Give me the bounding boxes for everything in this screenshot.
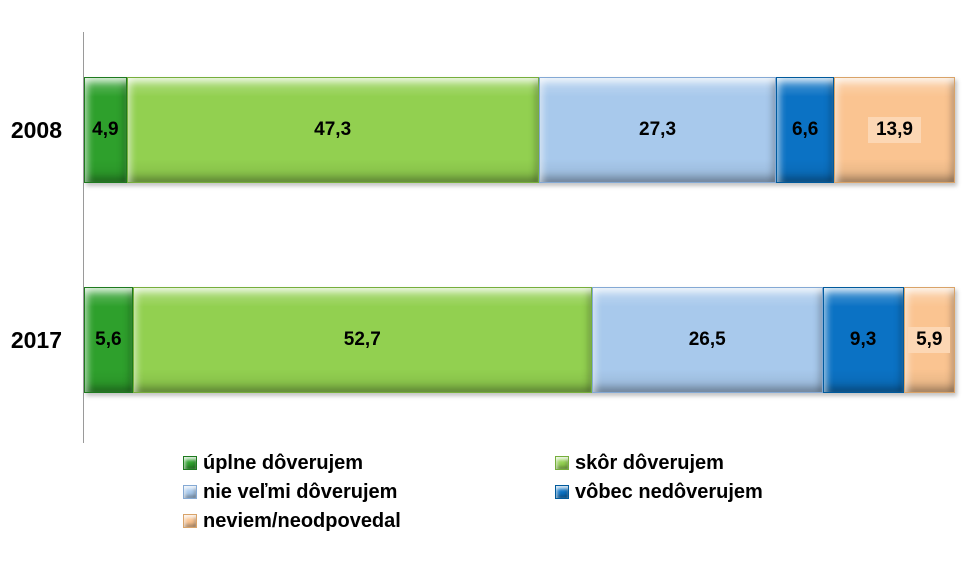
legend-item: nie veľmi dôverujem: [183, 481, 555, 503]
legend-swatch-icon: [183, 485, 197, 499]
value-label: 5,9: [908, 327, 951, 353]
value-label: 4,9: [92, 119, 119, 140]
legend-swatch-icon: [183, 456, 197, 470]
bar-segment: 27,3: [538, 77, 777, 183]
legend-item: neviem/neodpovedal: [183, 510, 555, 532]
bar-segment: 9,3: [822, 287, 904, 393]
value-label: 27,3: [639, 119, 677, 140]
value-label: 5,6: [95, 329, 122, 350]
bar-segment: 5,9: [903, 287, 955, 393]
legend-item: úplne dôverujem: [183, 452, 555, 474]
legend-swatch-icon: [183, 514, 197, 528]
bar-2017: 5,6 52,7 26,5 9,3 5,9: [84, 287, 955, 393]
bar-segment: 13,9: [833, 77, 955, 183]
value-label: 52,7: [343, 329, 381, 350]
y-axis-line: [83, 32, 84, 443]
bar-segment: 26,5: [591, 287, 823, 393]
bar-segment: 5,6: [84, 287, 133, 393]
legend-item: vôbec nedôverujem: [555, 481, 763, 503]
legend-label: skôr dôverujem: [575, 452, 724, 474]
legend-label: nie veľmi dôverujem: [203, 481, 398, 503]
legend-label: vôbec nedôverujem: [575, 481, 763, 503]
value-label: 9,3: [849, 329, 877, 350]
legend: úplne dôverujem skôr dôverujem nie veľmi d…: [183, 452, 763, 532]
value-label: 26,5: [688, 329, 726, 350]
value-label: 13,9: [867, 117, 921, 143]
legend-item: skôr dôverujem: [555, 452, 763, 474]
legend-swatch-icon: [555, 456, 569, 470]
value-label: 47,3: [314, 119, 352, 140]
value-label: 6,6: [791, 119, 819, 140]
category-label-2008: 2008: [10, 117, 62, 143]
bar-segment: 47,3: [126, 77, 539, 183]
bar-segment: 52,7: [132, 287, 592, 393]
category-label-2017: 2017: [10, 327, 62, 353]
bar-2008: 4,9 47,3 27,3 6,6 13,9: [84, 77, 955, 183]
bar-segment: 4,9: [84, 77, 127, 183]
legend-label: úplne dôverujem: [203, 452, 364, 474]
legend-swatch-icon: [555, 485, 569, 499]
bar-segment: 6,6: [776, 77, 834, 183]
legend-label: neviem/neodpovedal: [203, 510, 401, 532]
